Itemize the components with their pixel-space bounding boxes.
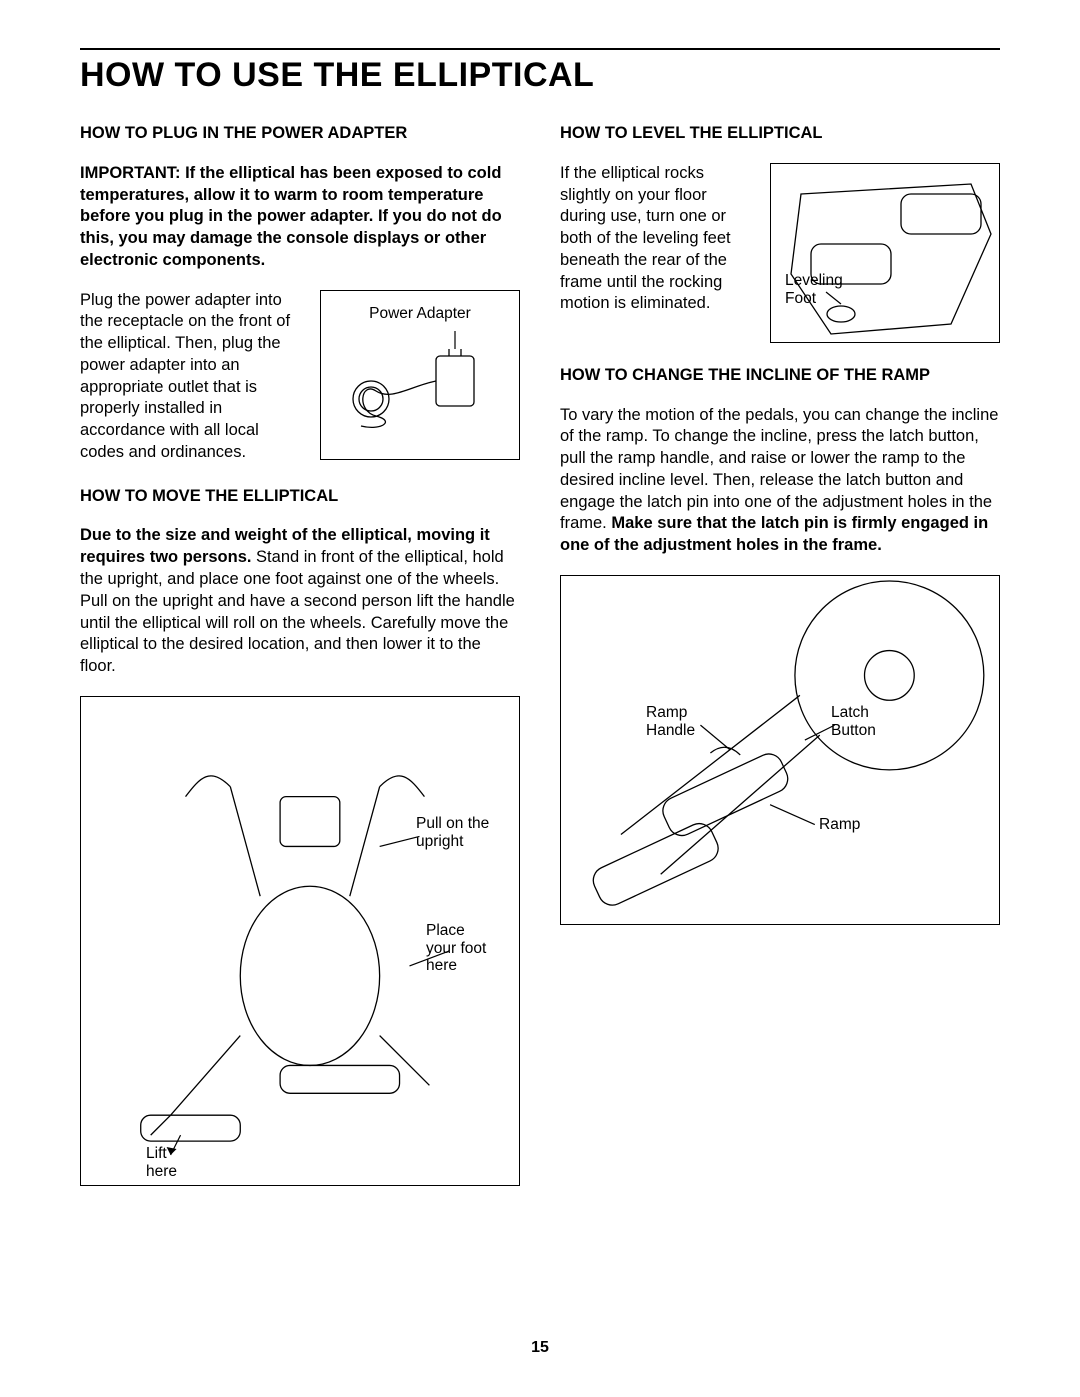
warning-text: IMPORTANT: If the elliptical has been ex… [80,163,520,272]
plug-row: Plug the power adapter into the receptac… [80,290,520,464]
label-pull-upright: Pull on the upright [416,815,516,851]
two-column-layout: HOW TO PLUG IN THE POWER ADAPTER IMPORTA… [80,123,1000,1186]
label-ramp: Ramp [819,816,889,834]
move-body-rest: Stand in front of the elliptical, hold t… [80,548,515,675]
page-number: 15 [0,1339,1080,1357]
move-body: Due to the size and weight of the ellipt… [80,525,520,677]
label-latch-button: Latch Button [831,704,901,740]
top-rule [80,48,1000,50]
figure-move-elliptical: Pull on the upright Place your foot here… [80,696,520,1186]
label-ramp-handle: Ramp Handle [646,704,716,740]
heading-plug-in: HOW TO PLUG IN THE POWER ADAPTER [80,123,520,145]
figure-incline-ramp: Ramp Handle Latch Button Ramp [560,575,1000,925]
figure-leveling-foot: Leveling Foot [770,163,1000,343]
incline-body: To vary the motion of the pedals, you ca… [560,405,1000,557]
figure-power-adapter: Power Adapter [320,290,520,460]
leveling-foot-icon [771,164,1001,344]
label-power-adapter: Power Adapter [321,305,519,323]
level-body: If the elliptical rocks slightly on your… [560,163,756,315]
plug-body: Plug the power adapter into the receptac… [80,290,302,464]
page-title: HOW TO USE THE ELLIPTICAL [80,56,1000,95]
heading-level: HOW TO LEVEL THE ELLIPTICAL [560,123,1000,145]
heading-move: HOW TO MOVE THE ELLIPTICAL [80,486,520,508]
label-place-foot: Place your foot here [426,922,516,975]
left-column: HOW TO PLUG IN THE POWER ADAPTER IMPORTA… [80,123,520,1186]
heading-incline: HOW TO CHANGE THE INCLINE OF THE RAMP [560,365,1000,387]
right-column: HOW TO LEVEL THE ELLIPTICAL If the ellip… [560,123,1000,1186]
level-row: If the elliptical rocks slightly on your… [560,163,1000,343]
label-lift-here: Lift here [146,1145,206,1181]
incline-body-bold: Make sure that the latch pin is firmly e… [560,514,988,554]
label-leveling-foot: Leveling Foot [785,272,865,308]
incline-ramp-icon [561,576,999,924]
